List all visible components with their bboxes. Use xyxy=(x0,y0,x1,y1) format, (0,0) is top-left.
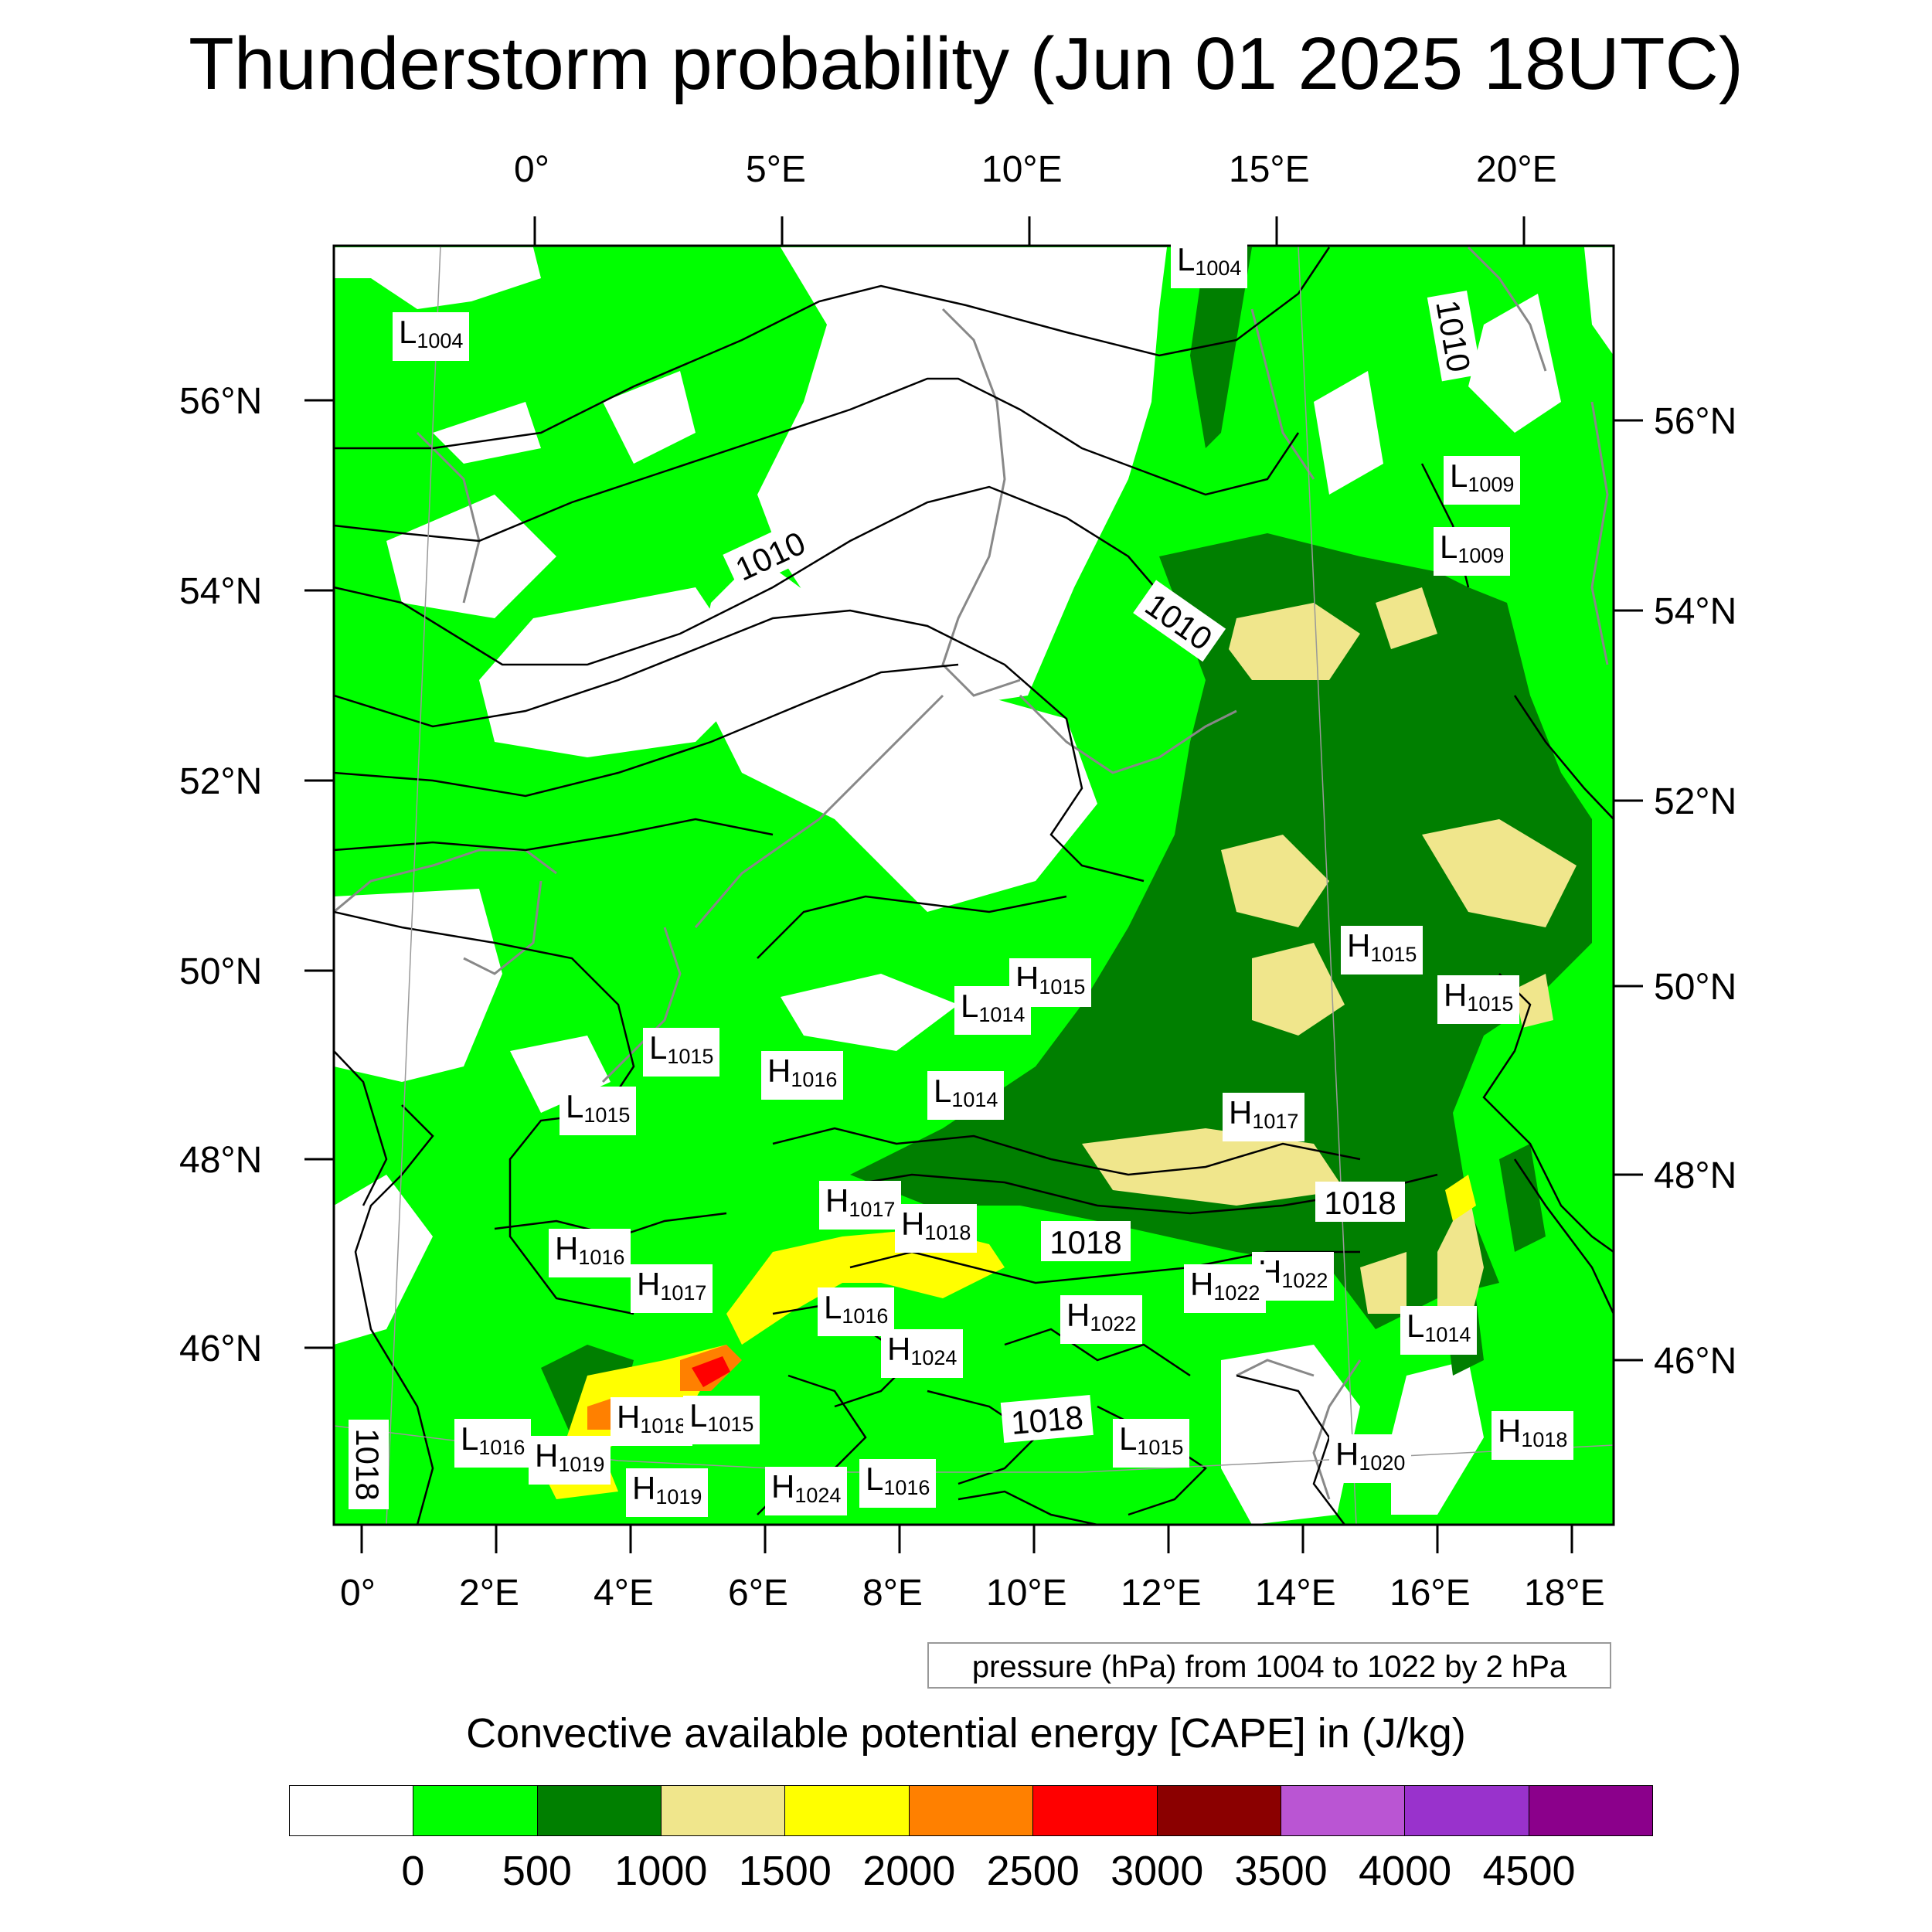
pressure-center-label: L1015 xyxy=(1113,1419,1190,1468)
pressure-center-label: H1019 xyxy=(626,1468,709,1517)
left-lat-label: 56°N xyxy=(179,381,263,422)
pressure-center-label: L1004 xyxy=(1171,240,1248,288)
pressure-center-label: L1014 xyxy=(1400,1306,1478,1355)
bottom-lon-label: 16°E xyxy=(1389,1573,1471,1614)
bottom-lon-label: 0° xyxy=(340,1573,376,1614)
top-lon-label: 20°E xyxy=(1476,149,1557,190)
top-lon-label: 0° xyxy=(514,149,549,190)
left-lat-label: 50°N xyxy=(179,951,263,992)
colorbar-segment xyxy=(909,1786,1034,1835)
right-lat-label: 50°N xyxy=(1654,967,1737,1008)
colorbar xyxy=(289,1785,1653,1836)
contour-label: 1018 xyxy=(1049,1224,1121,1260)
colorbar-segment xyxy=(662,1786,786,1835)
pressure-note: pressure (hPa) from 1004 to 1022 by 2 hP… xyxy=(927,1642,1611,1689)
pressure-center-label: H1018 xyxy=(895,1204,978,1253)
colorbar-label: 0 xyxy=(401,1848,425,1894)
pressure-center-label: L1016 xyxy=(454,1419,532,1468)
top-lon-label: 15°E xyxy=(1229,149,1310,190)
tick-marks xyxy=(304,216,1643,1553)
pressure-center-label: L1015 xyxy=(560,1087,637,1135)
pressure-center-label: H1016 xyxy=(761,1051,844,1100)
pressure-center-label: H1015 xyxy=(1341,926,1423,975)
colorbar-label: 500 xyxy=(502,1848,572,1894)
pressure-center-label: H1018 xyxy=(611,1397,693,1446)
left-lat-label: 48°N xyxy=(179,1140,263,1181)
pressure-center-label: H1016 xyxy=(549,1229,631,1277)
bottom-lon-label: 4°E xyxy=(594,1573,654,1614)
bottom-lon-label: 10°E xyxy=(986,1573,1067,1614)
contour-label: 1018 xyxy=(1324,1185,1396,1221)
contour-label: 1018 xyxy=(1009,1399,1084,1441)
pressure-center-label: L1016 xyxy=(859,1459,937,1508)
right-lat-label: 54°N xyxy=(1654,591,1737,632)
pressure-center-label: H1017 xyxy=(1223,1093,1305,1141)
colorbar-label: 3000 xyxy=(1111,1848,1204,1894)
pressure-center-label: L1014 xyxy=(927,1071,1005,1120)
bottom-lon-label: 6°E xyxy=(728,1573,788,1614)
pressure-center-label: H1017 xyxy=(631,1264,713,1313)
pressure-center-label: H1024 xyxy=(881,1329,964,1378)
right-lat-label: 52°N xyxy=(1654,781,1737,822)
pressure-center-label: L1009 xyxy=(1434,527,1511,576)
colorbar-segment xyxy=(537,1786,662,1835)
bottom-lon-label: 2°E xyxy=(459,1573,519,1614)
right-lat-label: 56°N xyxy=(1654,401,1737,442)
colorbar-label: 1000 xyxy=(614,1848,708,1894)
contour-label: 1018 xyxy=(349,1428,386,1500)
right-lat-label: 46°N xyxy=(1654,1341,1737,1382)
colorbar-segment xyxy=(413,1786,538,1835)
cape-2500-region xyxy=(692,1356,730,1387)
pressure-center-label: H1017 xyxy=(819,1181,902,1230)
pressure-center-label: L1014 xyxy=(954,986,1032,1035)
pressure-center-label: H1020 xyxy=(1329,1434,1412,1483)
cape-500-region xyxy=(541,247,1592,1437)
pressure-center-label: H1019 xyxy=(529,1436,611,1485)
top-lon-label: 5°E xyxy=(746,149,806,190)
colorbar-label: 4500 xyxy=(1482,1848,1576,1894)
colorbar-label: 1500 xyxy=(738,1848,832,1894)
colorbar-label: 2500 xyxy=(986,1848,1080,1894)
colorbar-segment xyxy=(1405,1786,1529,1835)
top-lon-label: 10°E xyxy=(981,149,1063,190)
pressure-center-label: H1018 xyxy=(1492,1411,1574,1460)
pressure-center-label: L1015 xyxy=(683,1396,760,1444)
pressure-center-label: H1015 xyxy=(1437,975,1520,1024)
bottom-lon-label: 12°E xyxy=(1121,1573,1202,1614)
pressure-center-label: H1022 xyxy=(1060,1295,1143,1344)
coastline xyxy=(334,246,1609,1500)
pressure-center-label: H1022 xyxy=(1184,1264,1267,1313)
colorbar-segment xyxy=(1157,1786,1281,1835)
colorbar-label: 2000 xyxy=(862,1848,956,1894)
left-lat-label: 52°N xyxy=(179,761,263,802)
colorbar-title: Convective available potential energy [C… xyxy=(466,1710,1466,1757)
bottom-lon-label: 8°E xyxy=(862,1573,923,1614)
left-lat-label: 54°N xyxy=(179,571,263,612)
pressure-center-label: L1009 xyxy=(1444,456,1521,505)
map-frame xyxy=(332,244,1615,1526)
colorbar-segment xyxy=(1033,1786,1158,1835)
pressure-center-label: H1024 xyxy=(765,1467,848,1515)
bottom-lon-label: 14°E xyxy=(1255,1573,1336,1614)
pressure-center-label: L1004 xyxy=(393,312,470,361)
colorbar-label: 4000 xyxy=(1359,1848,1452,1894)
pressure-center-label: L1016 xyxy=(818,1287,895,1336)
bottom-lon-label: 18°E xyxy=(1524,1573,1605,1614)
pressure-center-label: H1015 xyxy=(1009,958,1092,1007)
cape-1000-region xyxy=(1082,587,1577,1329)
colorbar-segment xyxy=(1281,1786,1406,1835)
colorbar-segment xyxy=(785,1786,910,1835)
chart-title: Thunderstorm probability (Jun 01 2025 18… xyxy=(189,22,1743,105)
colorbar-label: 3500 xyxy=(1234,1848,1328,1894)
right-lat-label: 48°N xyxy=(1654,1155,1737,1196)
pressure-center-label: L1015 xyxy=(643,1028,720,1077)
left-lat-label: 46°N xyxy=(179,1328,263,1369)
colorbar-segment xyxy=(1529,1786,1652,1835)
colorbar-segment xyxy=(290,1786,414,1835)
